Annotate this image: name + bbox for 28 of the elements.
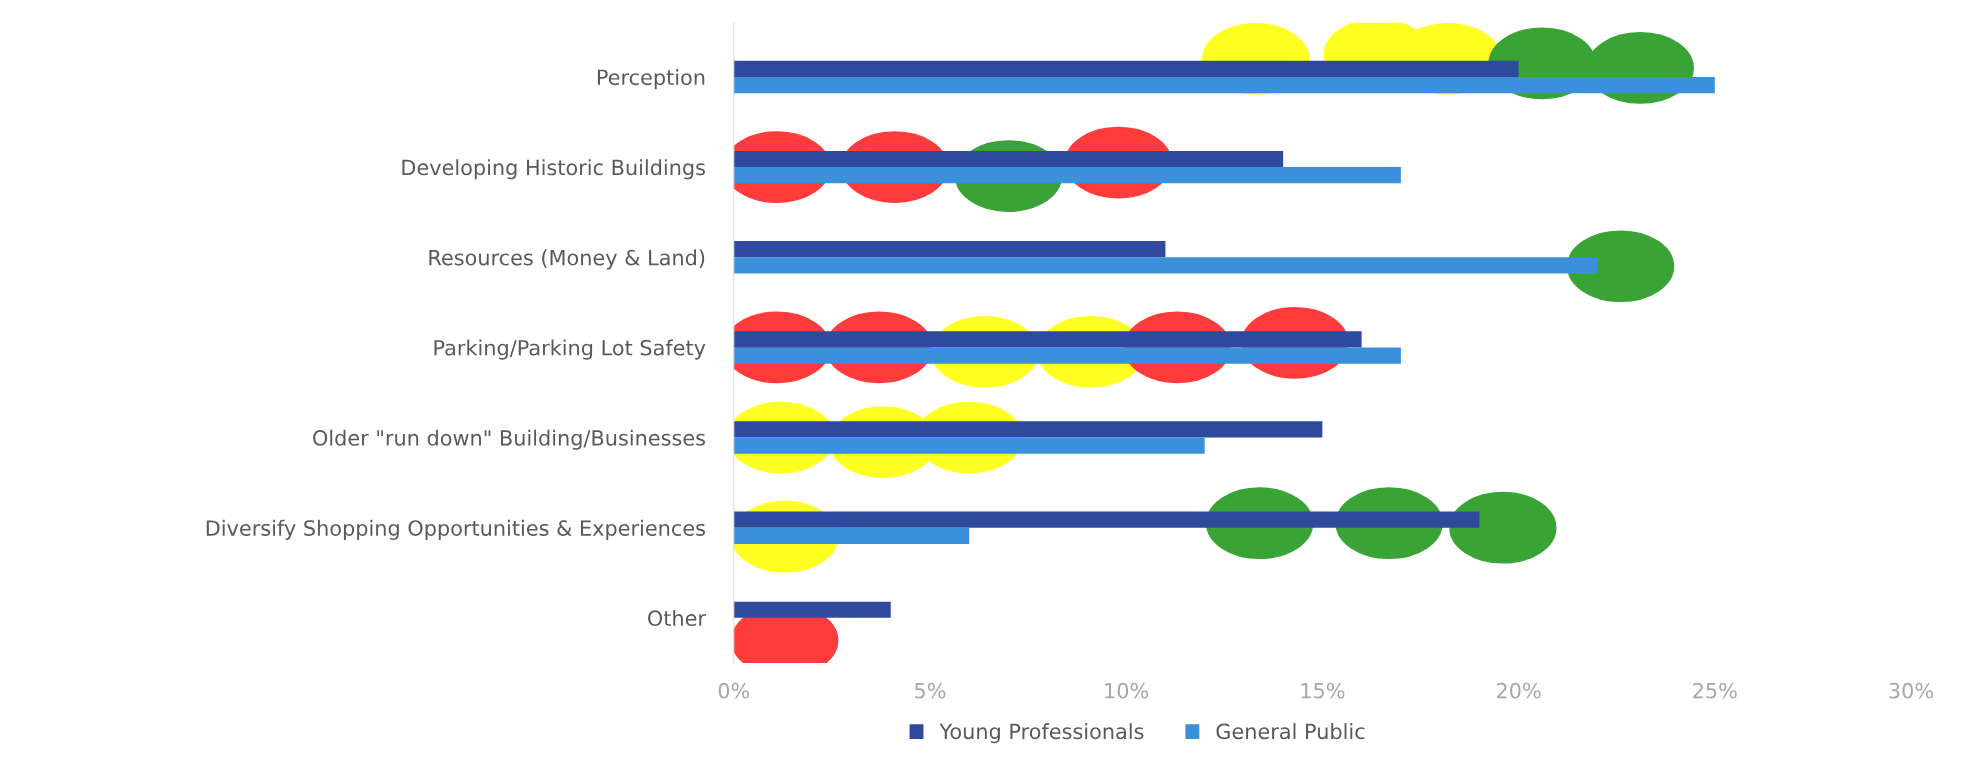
bar [733, 421, 1323, 438]
y-tick-label: Other [648, 609, 707, 627]
y-tick-label: Developing Historic Buildings [402, 159, 705, 180]
legend-label: Young Professionals [939, 723, 1144, 744]
bar [733, 511, 1480, 528]
bar [733, 150, 1284, 168]
legend-label: General Public [1216, 723, 1365, 740]
bar [733, 347, 1401, 364]
y-tick-label: Resources (Money & Land) [429, 249, 705, 270]
x-tick-label: 5% [915, 682, 946, 699]
x-tick-label: 10% [1105, 682, 1149, 699]
bar [733, 331, 1362, 348]
bar [733, 76, 1715, 94]
x-tick-label: 25% [1693, 682, 1737, 699]
x-tick-label: 0% [718, 682, 750, 699]
y-tick-label: Diversify Shopping Opportunities & Experiences [206, 519, 705, 540]
bar [733, 437, 1205, 454]
x-tick-label: 30% [1889, 682, 1933, 699]
bar [733, 241, 1166, 258]
y-tick-label: Older "run down" Building/Businesses [313, 429, 705, 450]
bar [733, 60, 1519, 77]
bar [733, 527, 970, 544]
y-tick-label: Parking/Parking Lot Safety [434, 339, 706, 360]
bar [733, 167, 1401, 184]
y-tick-label: Perception [597, 69, 705, 90]
x-tick-label: 15% [1301, 682, 1345, 699]
bar [733, 257, 1598, 274]
x-tick-label: 20% [1496, 682, 1541, 699]
